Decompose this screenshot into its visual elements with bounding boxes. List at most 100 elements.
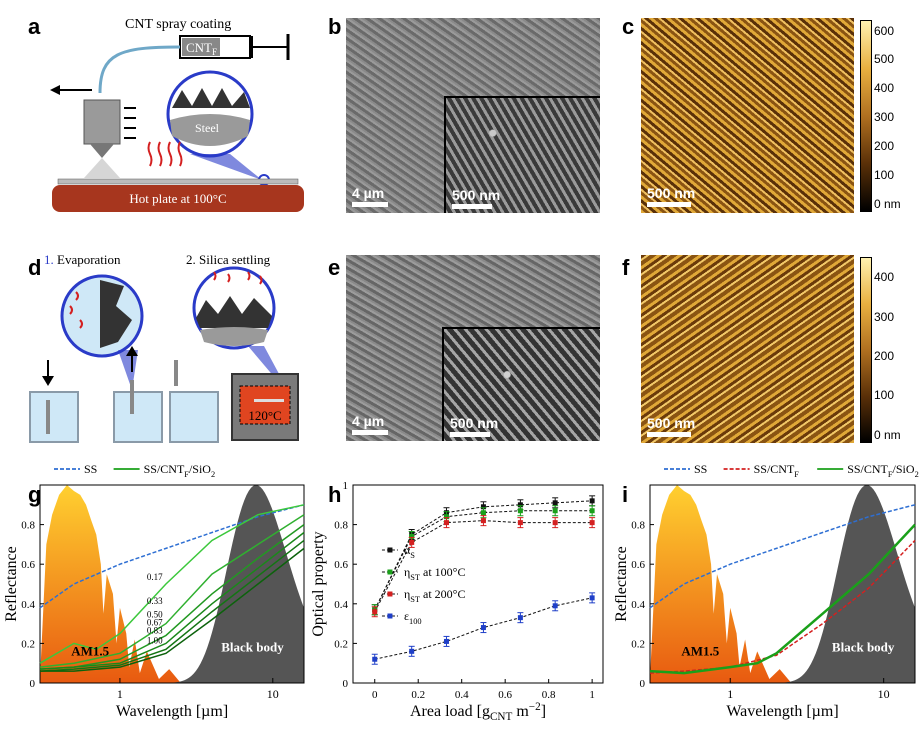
- series-line: [39, 539, 305, 672]
- spray-cone: [84, 158, 120, 178]
- data-point: [443, 638, 449, 644]
- oven-temp-label: 120°C: [248, 408, 281, 423]
- data-point: [409, 533, 415, 539]
- data-point: [552, 500, 558, 506]
- plot-frame: [39, 484, 305, 684]
- y-tick-label: 0.4: [21, 599, 35, 611]
- x-axis-label: Wavelength [µm]: [116, 703, 228, 720]
- series-line: [39, 514, 305, 668]
- heat-wave: [147, 141, 153, 167]
- series-line: [39, 504, 305, 664]
- legend-marker: [387, 547, 393, 553]
- legend-label: ε100: [404, 609, 422, 626]
- curve-label: 0.50: [147, 610, 163, 620]
- data-point: [480, 518, 486, 524]
- curve-label: 0.83: [147, 626, 163, 636]
- data-point: [517, 615, 523, 621]
- series-line: [649, 504, 916, 609]
- series-line: [649, 523, 916, 675]
- panel-label-b: b: [328, 14, 342, 39]
- colorbar-c-tick: 200: [874, 139, 895, 153]
- scale-bar-f: 500 nm: [647, 415, 695, 437]
- y-tick-label: 0.2: [334, 638, 348, 650]
- legend-label: SS: [84, 462, 97, 476]
- sem-inset-b: 500 nm: [444, 96, 600, 213]
- scale-bar-e: 4 µm: [352, 413, 388, 435]
- cnt-layer: [172, 88, 250, 108]
- y-tick-label: 0.6: [631, 559, 645, 571]
- sem-image-e: 500 nm 4 µm: [346, 255, 600, 441]
- data-point: [517, 508, 523, 514]
- scale-bar-inset-e: 500 nm: [450, 415, 498, 437]
- panel-label-a: a: [28, 14, 41, 39]
- beaker-1: [29, 391, 79, 443]
- step-2-label: 2. Silica settling: [186, 252, 271, 267]
- x-tick-label: 0: [372, 689, 378, 701]
- am15-spectrum: [650, 485, 792, 683]
- colorbar-c-tick: 500: [874, 52, 895, 66]
- x-tick-label: 1: [589, 689, 595, 701]
- y-tick-label: 1: [343, 480, 349, 492]
- colorbar-c-tick: 100: [874, 168, 895, 182]
- legend-marker: [387, 613, 393, 619]
- data-point: [372, 609, 378, 615]
- colorbar-c-tick: 400: [874, 81, 895, 95]
- blackbody-label: Black body: [221, 639, 284, 654]
- data-point: [589, 498, 595, 504]
- colorbar-c: [860, 20, 872, 212]
- am15-label: AM1.5: [681, 643, 719, 658]
- y-tick-label: 0: [30, 678, 36, 690]
- x-tick-label: 10: [878, 687, 890, 701]
- legend-label: SS/CNTF/SiO2: [847, 462, 919, 479]
- y-axis-label: Reflectance: [3, 546, 20, 622]
- panel-label-g: g: [28, 482, 42, 507]
- data-point: [480, 510, 486, 516]
- panel-label-f: f: [622, 255, 630, 280]
- scale-bar-b: 4 µm: [352, 185, 388, 207]
- colorbar-f-tick: 100: [874, 388, 895, 402]
- x-tick-label: 10: [267, 687, 279, 701]
- series-line: [649, 539, 916, 674]
- series-line: [39, 531, 305, 670]
- x-tick-label: 0.2: [411, 689, 425, 701]
- sem-inset-e: 500 nm: [442, 327, 600, 441]
- y-tick-label: 0.6: [21, 559, 35, 571]
- x-axis-label: Wavelength [µm]: [726, 703, 838, 720]
- data-point: [443, 514, 449, 520]
- beaker-2: [113, 391, 163, 443]
- chart-i: 0 0.2 0.4 0.6 0.8 1 10 Wavelength [µm] Reflectan…: [613, 462, 919, 720]
- y-axis-label: Reflectance: [613, 546, 630, 622]
- x-tick-label: 1: [117, 687, 123, 701]
- panel-label-c: c: [622, 14, 635, 39]
- curve-label: 1.00: [147, 635, 163, 645]
- colorbar-c-tick: 600: [874, 24, 895, 38]
- y-tick-label: 0.8: [21, 520, 35, 532]
- series-line: [40, 547, 305, 672]
- colorbar-f-tick: 200: [874, 349, 895, 363]
- syringe-fill: [182, 38, 220, 56]
- colorbar-f: [860, 257, 872, 443]
- panel-label-h: h: [328, 482, 342, 507]
- hot-plate-label: Hot plate at 100°C: [129, 191, 226, 206]
- y-tick-label: 0.8: [334, 520, 348, 532]
- beaker-3: [169, 391, 219, 443]
- y-tick-label: 0.6: [334, 559, 348, 571]
- curve-label: 0.17: [147, 572, 163, 582]
- legend-label: SS/CNTF/SiO2: [144, 462, 216, 479]
- curve-label: 0.33: [147, 596, 163, 606]
- spray-nozzle: [83, 99, 121, 145]
- series-line: [39, 504, 305, 609]
- panel-label-d: d: [28, 255, 42, 280]
- data-point: [443, 520, 449, 526]
- data-point: [552, 508, 558, 514]
- y-tick-label: 0.4: [631, 599, 645, 611]
- data-point: [372, 656, 378, 662]
- x-tick-label: 0.4: [455, 689, 469, 701]
- data-point: [517, 502, 523, 508]
- colorbar-c-tick: 300: [874, 110, 895, 124]
- blackbody-spectrum: [776, 485, 915, 683]
- chart-h: 0 0.2 0.4 0.6 0.8 1 0 0.2 0.4 0.6 0.8 1 Area load [g…: [310, 480, 604, 723]
- hot-plate: [52, 185, 304, 212]
- legend-label: SS/CNTF: [754, 462, 800, 479]
- data-point: [589, 508, 595, 514]
